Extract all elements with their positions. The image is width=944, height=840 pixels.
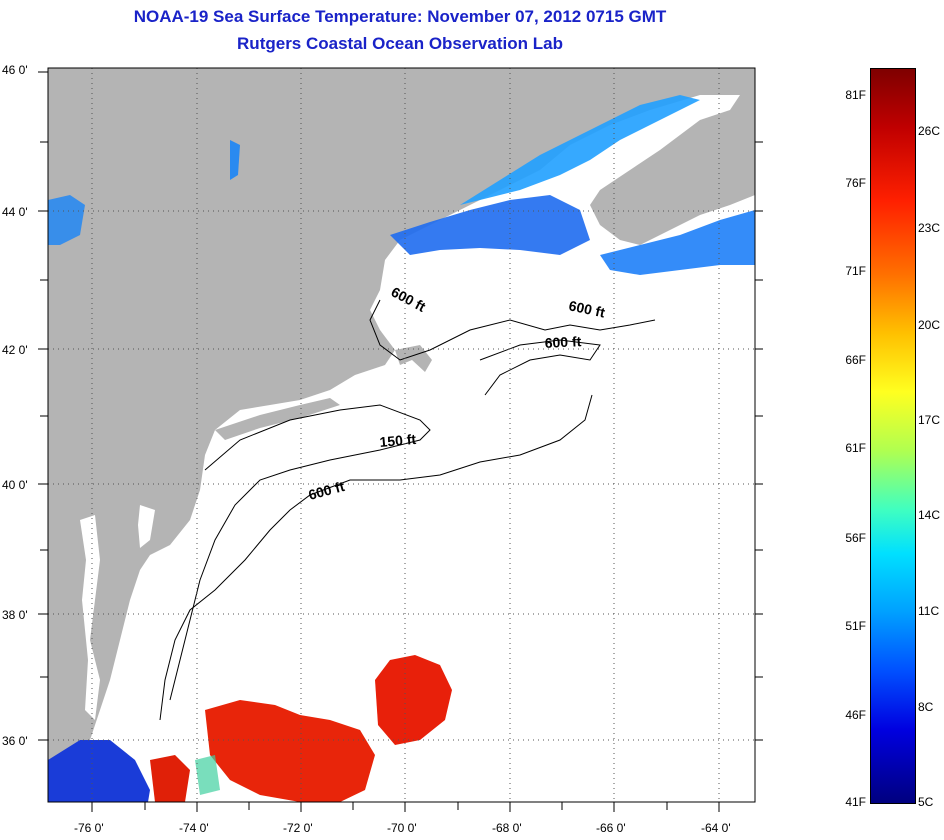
map-subtitle: Rutgers Coastal Ocean Observation Lab (237, 34, 563, 53)
colorbar-c-label: 23C (918, 221, 941, 235)
sst-lake-champlain (230, 140, 240, 180)
sst-st-lawrence (460, 95, 700, 205)
isobath-600ft (159, 394, 593, 721)
chesapeake-bay (80, 515, 100, 720)
map-frame (47, 67, 756, 803)
isobath-label: 150 ft (379, 431, 417, 450)
colorbar-c-label: 17C (918, 413, 941, 427)
land-nova-scotia (600, 150, 755, 245)
sst-transition-green (195, 755, 220, 795)
isobath-label: 600 ft (544, 333, 582, 351)
map-content (48, 68, 755, 802)
lat-label: 36 0' (2, 734, 28, 748)
colorbar-f-label: 61F (845, 441, 866, 455)
lon-label: -64 0' (701, 821, 731, 835)
colorbar-f-label: 81F (845, 88, 866, 102)
sst-gulf-stream-central (205, 700, 375, 802)
colorbar-c-label: 8C (918, 700, 934, 714)
isobath-label: 600 ft (567, 297, 606, 320)
land-us-east-coast (48, 68, 755, 802)
lon-ticks (91, 802, 720, 812)
lon-label: -76 0' (74, 821, 104, 835)
sst-gulf-stream-east (375, 655, 452, 745)
lon-label: -68 0' (492, 821, 522, 835)
lat-label: 44 0' (2, 205, 28, 219)
lat-ticks (38, 71, 763, 741)
colorbar-c-label: 20C (918, 318, 941, 332)
lat-label: 46 0' (2, 63, 28, 77)
colorbar-c-label: 14C (918, 508, 941, 522)
colorbar-f-label: 56F (845, 531, 866, 545)
colorbar-f-label: 66F (845, 353, 866, 367)
sst-scotian-shelf (600, 210, 755, 275)
sst-lake-ontario (48, 195, 85, 245)
lon-label: -66 0' (596, 821, 626, 835)
lat-label: 38 0' (2, 608, 28, 622)
land-long-island (215, 398, 340, 440)
colorbar-f-label: 71F (845, 264, 866, 278)
isobath-600ft-gulf-of-maine (369, 299, 656, 361)
colorbar-f-label: 41F (845, 795, 866, 809)
lon-label: -74 0' (179, 821, 209, 835)
colorbar-c-label: 11C (918, 604, 940, 618)
lon-label: -70 0' (387, 821, 417, 835)
sst-gulf-of-maine (390, 195, 590, 255)
land-cape-cod (395, 345, 432, 372)
colorbar-f-label: 51F (845, 619, 866, 633)
colorbar-c-label: 5C (918, 795, 934, 809)
colorbar-f-label: 46F (845, 708, 866, 722)
sst-gulf-stream-west (150, 755, 190, 802)
colorbar-f-label: 76F (845, 176, 866, 190)
isobath-600ft-georges (479, 339, 601, 396)
lat-label: 40 0' (2, 478, 28, 492)
delaware-bay (138, 505, 155, 548)
colorbar-c-label: 26C (918, 124, 941, 138)
temperature-colorbar (870, 68, 916, 804)
sst-shelf-cold-south (48, 740, 150, 802)
map-title: NOAA-19 Sea Surface Temperature: Novembe… (133, 7, 667, 26)
isobath-150ft (169, 404, 431, 701)
lon-label: -72 0' (283, 821, 313, 835)
lat-label: 42 0' (2, 343, 28, 357)
